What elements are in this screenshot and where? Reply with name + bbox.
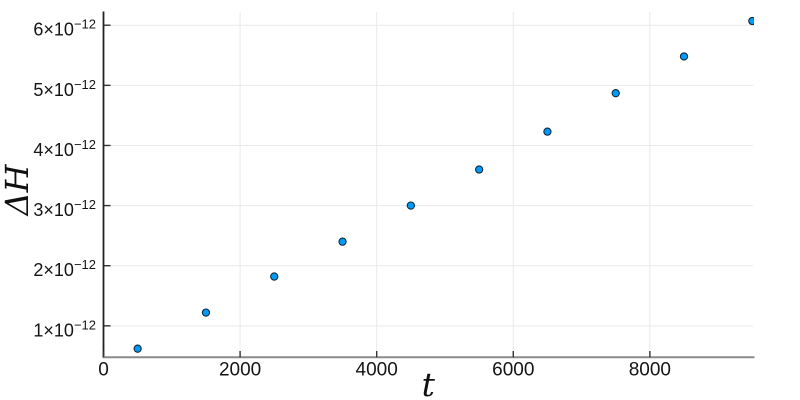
data-point xyxy=(543,127,552,136)
data-points xyxy=(133,16,754,353)
data-point xyxy=(201,308,211,317)
y-axis-label: ΔH xyxy=(0,163,36,217)
data-point xyxy=(611,89,620,98)
data-point xyxy=(133,344,142,353)
data-point xyxy=(406,201,415,210)
x-tick-label: 4000 xyxy=(356,360,398,381)
data-point xyxy=(338,237,347,246)
data-point xyxy=(679,52,689,61)
y-tick-label: 2×10−12 xyxy=(33,257,96,280)
y-tick-labels: 1×10−12 2×10−12 3×10−12 4×10−12 5×10−12 6×10−… xyxy=(33,17,96,341)
x-axis-label: t xyxy=(422,365,436,400)
y-tick-label: 4×10−12 xyxy=(33,137,96,160)
y-tick-label: 6×10−12 xyxy=(33,17,96,40)
x-tick-label: 2000 xyxy=(219,360,261,381)
tick-marks xyxy=(102,24,651,358)
x-tick-labels: 0 2000 4000 6000 8000 xyxy=(98,360,671,381)
axes-spines xyxy=(102,11,755,359)
y-tick-label: 3×10−12 xyxy=(33,197,96,220)
data-point xyxy=(748,16,754,26)
x-tick-label: 0 xyxy=(98,360,109,381)
y-tick-label: 1×10−12 xyxy=(33,317,96,340)
x-tick-label: 8000 xyxy=(629,360,671,381)
y-tick-label: 5×10−12 xyxy=(33,77,96,100)
x-tick-label: 6000 xyxy=(492,360,534,381)
data-point xyxy=(270,272,279,281)
gridlines xyxy=(103,12,753,357)
data-point xyxy=(474,165,484,174)
